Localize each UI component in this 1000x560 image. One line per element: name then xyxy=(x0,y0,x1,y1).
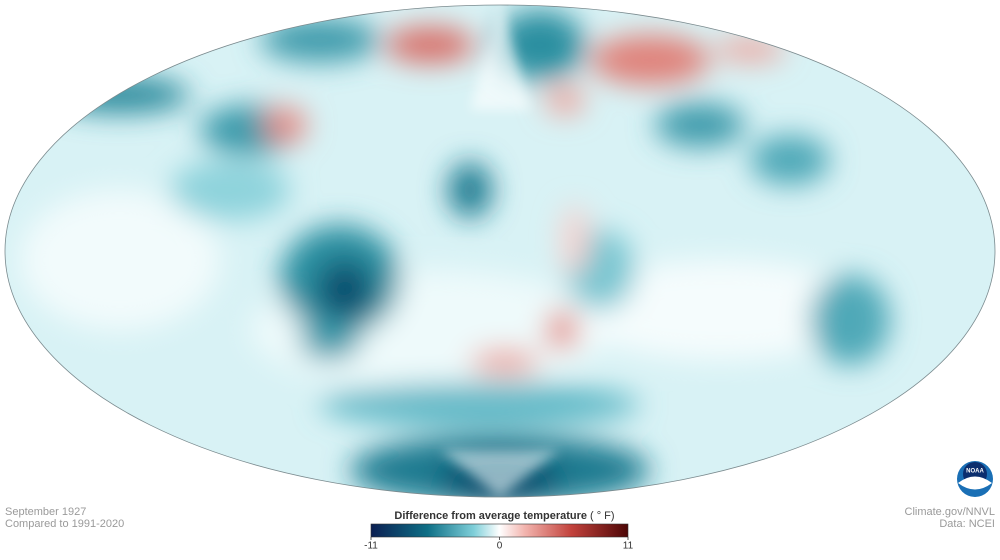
baseline: Compared to 1991-2020 xyxy=(5,518,124,530)
anomaly-map xyxy=(4,4,996,498)
tick-label: 0 xyxy=(497,541,503,552)
data-credit: Data: NCEI xyxy=(939,518,995,530)
color-bar xyxy=(370,523,629,538)
legend-title: Difference from average temperature xyxy=(394,510,587,522)
logo-text: NOAA xyxy=(966,469,984,475)
source-credit: Climate.gov/NNVL xyxy=(905,506,995,518)
color-legend: Difference from average temperature ( ° … xyxy=(364,510,633,552)
noaa-logo: NOAA xyxy=(957,461,993,497)
tick-label: 11 xyxy=(623,541,634,552)
period: September 1927 xyxy=(5,506,86,518)
tick-label: -11 xyxy=(364,541,378,552)
legend-unit: ( ° F) xyxy=(590,510,615,522)
